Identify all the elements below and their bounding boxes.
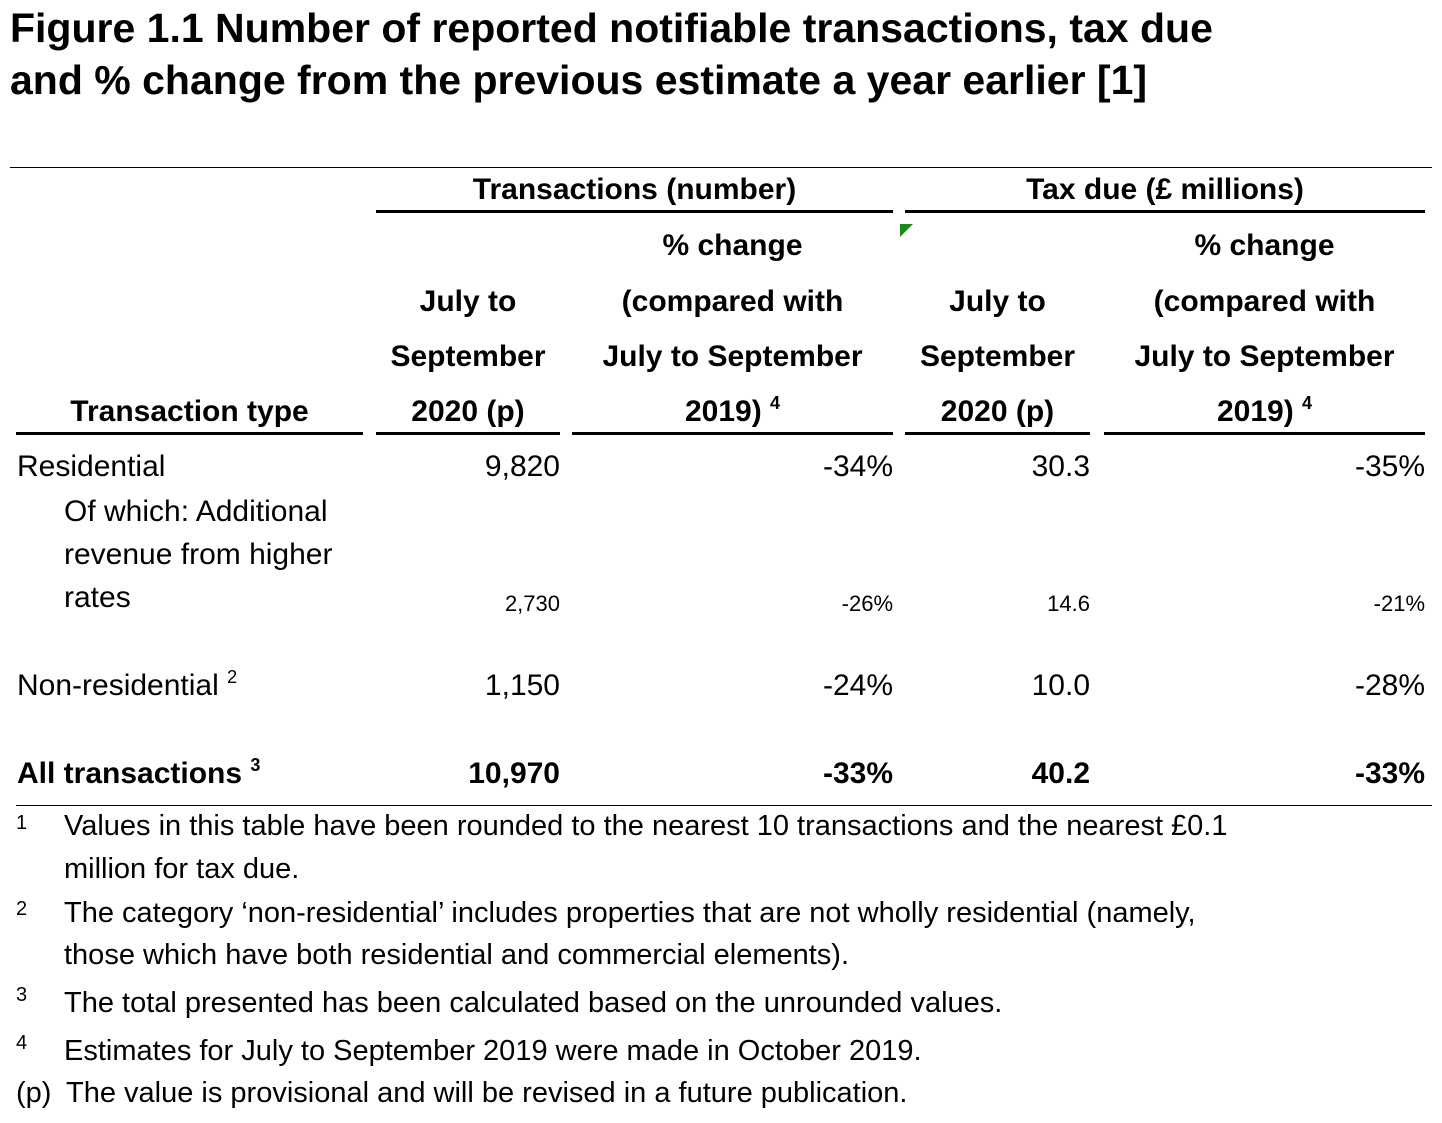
row-label-non-residential: Non-residential 2 [17,667,238,702]
header-period: 2020 (p) [411,395,525,428]
footnote-number: 2 [16,898,28,920]
header-period: September [390,340,546,373]
cell: 14.6 [1047,591,1090,616]
figure-title-line-2: and % change from the previous estimate … [10,57,1148,103]
row-label-residential: Residential [17,450,166,483]
header-change: (compared with [1153,285,1376,318]
cell: 10,970 [468,757,560,790]
header-underline [376,432,560,435]
header-change: (compared with [621,285,844,318]
header-period: July to [949,285,1046,318]
cell: -33% [822,757,893,790]
cell: 30.3 [1031,450,1090,483]
cell: -21% [1373,591,1425,616]
footnote-text: The value is provisional and will be rev… [66,1077,908,1109]
header-underline [572,432,893,435]
footnote-text: Values in this table have been rounded t… [64,810,1228,842]
bottom-rule [16,805,1432,806]
cell: -34% [822,450,893,483]
header-change: July to September [1134,340,1395,373]
cell: 2,730 [504,591,560,616]
group-underline [376,210,893,213]
cell: -26% [841,591,893,616]
header-change: 2019) 4 [684,393,781,428]
cell-comment-marker-icon [900,224,913,237]
cell: 9,820 [484,450,560,483]
header-change: 2019) 4 [1216,393,1313,428]
header-underline [16,432,363,435]
header-underline [905,432,1090,435]
footnote-number: (p) [16,1077,52,1109]
header-change: % change [662,229,803,262]
cell: -28% [1354,669,1425,702]
group-header-transactions: Transactions (number) [472,173,797,206]
group-underline [905,210,1425,213]
header-period: July to [419,285,517,318]
header-underline [1104,432,1425,435]
footnote-text: The category ‘non-residential’ includes … [64,897,1196,929]
footnote-text: The total presented has been calculated … [64,987,1003,1019]
footnote-number: 1 [16,812,28,834]
row-label-all-transactions: All transactions 3 [17,755,261,790]
top-rule [10,167,1432,168]
footnote-number: 4 [16,1032,28,1054]
footnote-number: 3 [16,984,28,1006]
cell: -33% [1354,757,1425,790]
header-change: % change [1194,229,1335,262]
header-transaction-type: Transaction type [70,395,309,428]
footnote-text: Estimates for July to September 2019 wer… [64,1035,922,1067]
header-change: July to September [602,340,863,373]
cell: 1,150 [484,669,560,702]
footnote-text: those which have both residential and co… [64,939,850,971]
group-header-tax: Tax due (£ millions) [1026,173,1304,206]
row-label-higher-rates: revenue from higher [64,538,333,571]
cell: 40.2 [1031,757,1090,790]
footnote-text: million for tax due. [64,853,300,885]
header-period: September [919,340,1076,373]
row-label-higher-rates: Of which: Additional [64,495,328,528]
cell: 10.0 [1031,669,1090,702]
figure-title-line-1: Figure 1.1 Number of reported notifiable… [10,5,1213,51]
row-label-higher-rates: rates [64,581,131,614]
cell: -24% [822,669,893,702]
cell: -35% [1354,450,1425,483]
header-period: 2020 (p) [940,395,1055,428]
